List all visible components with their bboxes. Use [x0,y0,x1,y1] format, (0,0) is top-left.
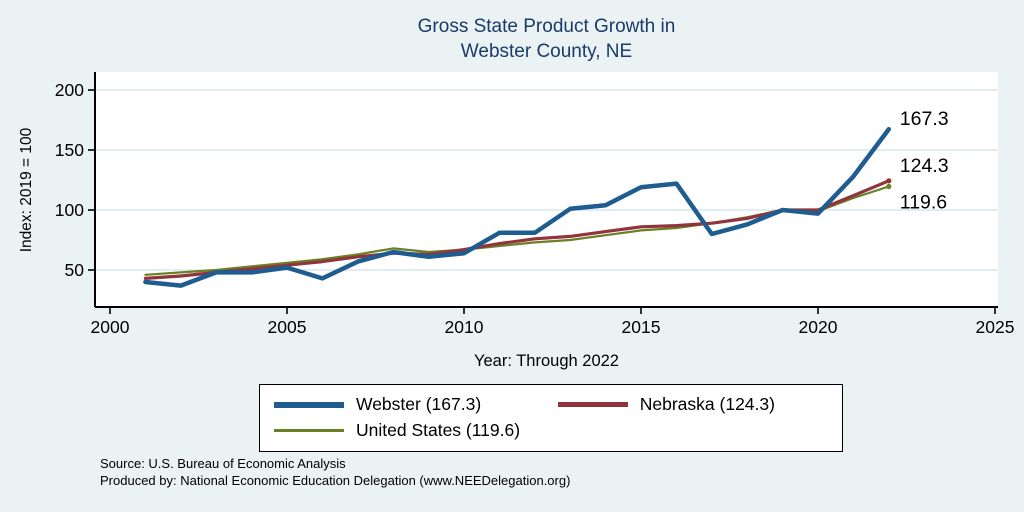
x-tick-label: 2025 [976,317,1015,337]
x-tick-label: 2020 [799,317,838,337]
series-line-webster [143,126,892,288]
legend-swatch-united-states [274,429,344,432]
legend-item-webster: Webster (167.3) [274,394,558,415]
x-tick-label: 2010 [445,317,484,337]
chart-title-line1: Gross State Product Growth in [417,16,676,37]
legend-item-nebraska: Nebraska (124.3) [557,394,828,415]
chart-title: Gross State Product Growth in Webster Co… [95,14,998,64]
x-tick-label: 2015 [622,317,661,337]
end-label-nebraska: 124.3 [900,155,949,177]
legend-swatch-nebraska [557,402,628,407]
y-tick-label: 150 [55,140,84,160]
series-end-dot-nebraska [886,178,892,184]
series-line-nebraska [143,179,891,280]
y-tick-label: 200 [55,80,84,100]
plot-region [95,72,998,307]
legend: Webster (167.3) Nebraska (124.3) United … [259,384,843,452]
end-label-united_states: 119.6 [900,191,947,213]
footnote-source: Source: U.S. Bureau of Economic Analysis [100,456,346,471]
legend-label-nebraska: Nebraska (124.3) [639,394,775,414]
x-tick-label: 2005 [268,317,307,337]
x-axis-label: Year: Through 2022 [474,352,619,370]
legend-label-united-states: United States (119.6) [356,420,521,440]
end-label-webster: 167.3 [900,108,949,130]
y-axis-label: Index: 2019 = 100 [18,127,35,253]
series-end-dot-united_states [886,183,892,190]
chart-title-line2: Webster County, NE [460,41,633,62]
footnote: Source: U.S. Bureau of Economic Analysis… [100,455,570,489]
y-tick-label: 100 [55,200,84,220]
legend-swatch-webster [274,401,344,408]
legend-label-webster: Webster (167.3) [356,394,482,414]
legend-item-united-states: United States (119.6) [274,420,558,441]
series-line-united_states [144,185,890,276]
y-tick-label: 50 [65,260,85,280]
footnote-produced-by: Produced by: National Economic Education… [100,473,571,488]
x-tick-label: 2000 [91,317,130,337]
